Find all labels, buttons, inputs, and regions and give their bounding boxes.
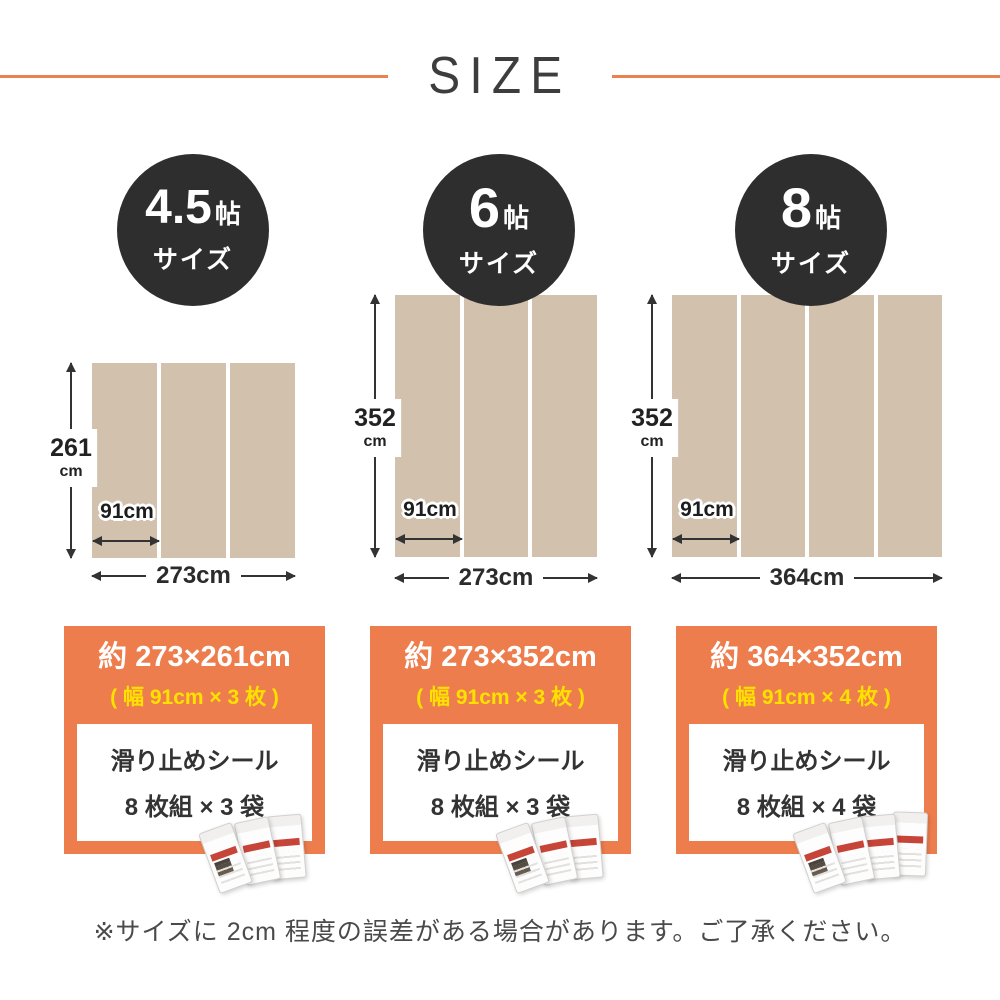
badge-value: 8 <box>780 176 813 239</box>
total-width-arrow: 273cm <box>394 564 598 591</box>
badge-value: 4.5 <box>145 181 212 234</box>
spec-box: 約 364×352cm ( 幅 91cm × 4 枚 ) 滑り止めシール 8 枚… <box>676 626 937 855</box>
total-width-label: 364cm <box>769 564 845 591</box>
rug-panel <box>230 363 295 558</box>
header-rule-right <box>611 74 1000 78</box>
total-width-label: 273cm <box>458 564 534 591</box>
spec-width-line: ( 幅 91cm × 4 枚 ) <box>722 686 891 710</box>
size-badge: 4.5 帖 サイズ <box>117 154 269 306</box>
rug-panel <box>532 295 598 557</box>
height-label: 352 cm <box>349 399 401 457</box>
rug-panel <box>877 295 942 557</box>
seal-title: 滑り止めシール <box>722 748 891 776</box>
total-width-arrow: 273cm <box>90 562 297 589</box>
spec-size-line: 約 273×352cm <box>404 641 597 673</box>
rug-panel <box>672 295 737 557</box>
package-photos <box>792 810 936 902</box>
seal-title: 滑り止めシール <box>110 748 279 776</box>
panel-width-label: 91cm <box>403 498 457 521</box>
rug-panel <box>740 295 805 557</box>
size-badge: 8 帖 サイズ <box>735 154 887 306</box>
spec-width-line: ( 幅 91cm × 3 枚 ) <box>110 686 279 710</box>
height-label: 352 cm <box>626 399 678 457</box>
badge-label: サイズ <box>458 250 540 278</box>
panel-width-label: 91cm <box>680 498 734 521</box>
badge-unit: 帖 <box>214 199 241 229</box>
rug-diagram <box>92 363 295 558</box>
rug-panel <box>463 295 529 557</box>
badge-unit: 帖 <box>815 203 842 233</box>
panel-width-arrow <box>672 534 740 544</box>
height-label: 261 cm <box>45 429 97 487</box>
badge-label: サイズ <box>770 250 852 278</box>
rug-diagram <box>672 295 942 557</box>
spec-width-line: ( 幅 91cm × 3 枚 ) <box>416 686 585 710</box>
rug-panel <box>161 363 226 558</box>
rug-panel <box>92 363 157 558</box>
size-badge: 6 帖 サイズ <box>423 154 575 306</box>
section-header: SIZE <box>0 44 1000 108</box>
size-tolerance-note: ※サイズに 2cm 程度の誤差がある場合があります。ご了承ください。 <box>93 918 907 946</box>
package-photos <box>495 810 639 902</box>
spec-size-line: 約 364×352cm <box>710 641 903 673</box>
total-width-arrow: 364cm <box>671 564 943 591</box>
seal-detail: 8 枚組 × 3 袋 <box>124 794 265 822</box>
panel-width-arrow <box>92 536 160 546</box>
panel-width-arrow <box>395 534 463 544</box>
page-title: SIZE <box>428 47 572 105</box>
package-photos <box>198 810 342 902</box>
spec-size-line: 約 273×261cm <box>98 641 291 673</box>
total-width-label: 273cm <box>156 562 231 589</box>
panel-width-label: 91cm <box>100 500 154 523</box>
seal-title: 滑り止めシール <box>416 748 585 776</box>
rug-diagram <box>395 295 598 557</box>
rug-panel <box>395 295 460 557</box>
badge-unit: 帖 <box>503 203 530 233</box>
seal-detail: 8 枚組 × 3 袋 <box>430 794 571 822</box>
badge-label: サイズ <box>152 246 234 274</box>
rug-panel <box>809 295 874 557</box>
badge-value: 6 <box>468 176 501 239</box>
header-rule-left <box>0 74 389 78</box>
